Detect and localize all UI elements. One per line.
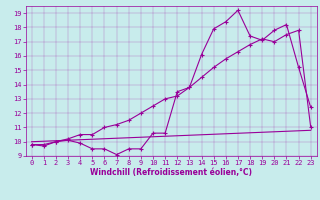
X-axis label: Windchill (Refroidissement éolien,°C): Windchill (Refroidissement éolien,°C) bbox=[90, 168, 252, 177]
